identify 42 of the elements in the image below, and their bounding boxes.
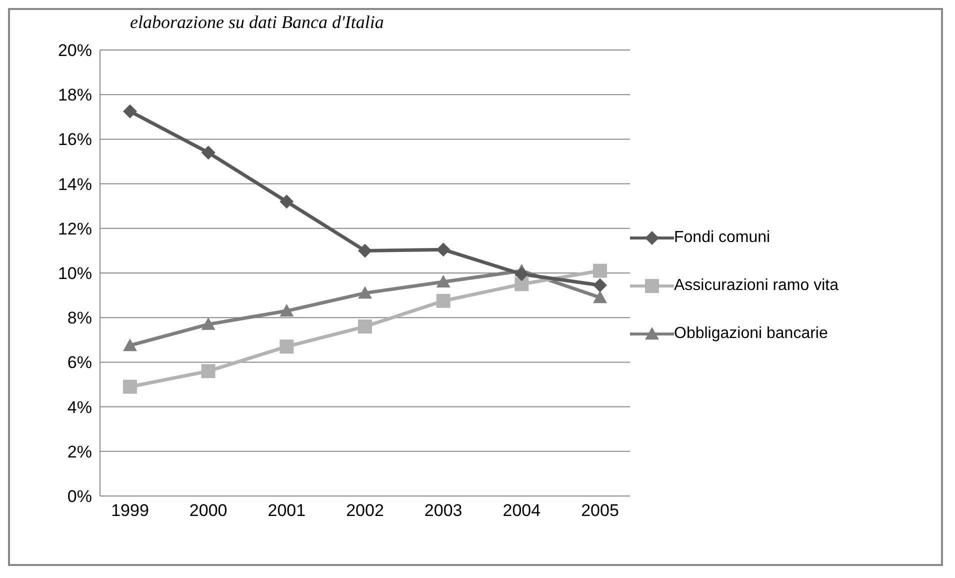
x-tick-label: 2000 — [189, 501, 228, 520]
y-tick-label: 18% — [58, 86, 92, 105]
point — [593, 278, 607, 292]
point — [123, 338, 137, 352]
y-tick-label: 2% — [67, 442, 92, 462]
y-tick-label: 10% — [58, 264, 92, 284]
point — [201, 317, 216, 330]
point — [358, 286, 372, 299]
x-tick-label: 2004 — [502, 501, 541, 520]
y-tick-label: 20% — [58, 41, 92, 60]
point — [123, 380, 137, 394]
legend-label: Obbligazioni bancarie — [674, 325, 828, 343]
y-tick-label: 8% — [67, 308, 92, 328]
x-tick-label: 2005 — [581, 501, 619, 520]
point — [201, 146, 216, 160]
y-tick-label: 6% — [67, 353, 92, 372]
point — [358, 320, 372, 334]
y-tick-label: 0% — [67, 487, 92, 506]
x-tick-label: 1999 — [111, 501, 149, 520]
x-tick-label: 2003 — [424, 501, 462, 520]
point — [514, 267, 529, 282]
y-tick-label: 14% — [58, 174, 92, 194]
legend-label: Fondi comuni — [674, 229, 770, 247]
x-tick-label: 2001 — [268, 501, 306, 520]
point — [436, 274, 450, 288]
point — [201, 364, 216, 378]
point — [514, 277, 529, 292]
x-tick-label: 2002 — [346, 501, 384, 520]
legend-label: Assicurazioni ramo vita — [674, 277, 838, 295]
y-tick-label: 4% — [67, 398, 92, 417]
y-tick-label: 12% — [58, 219, 92, 238]
point — [123, 104, 137, 118]
point — [436, 294, 450, 308]
point — [280, 194, 294, 209]
point — [593, 264, 607, 278]
point — [593, 290, 607, 304]
point — [358, 244, 372, 258]
point — [436, 242, 450, 257]
text: elaborazione su dati Banca d'Italia — [130, 12, 384, 33]
point — [280, 304, 294, 317]
y-tick-label: 16% — [58, 130, 92, 150]
point — [280, 340, 294, 354]
